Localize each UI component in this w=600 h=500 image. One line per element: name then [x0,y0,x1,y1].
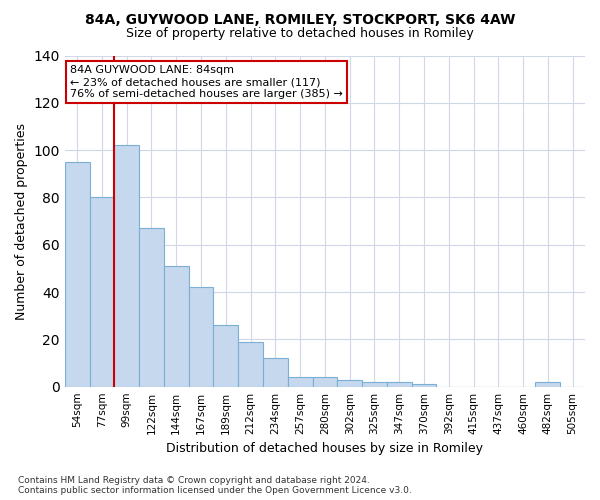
Bar [89,198,115,386]
Bar [263,358,288,386]
Text: Size of property relative to detached houses in Romiley: Size of property relative to detached ho… [126,28,474,40]
Text: Contains HM Land Registry data © Crown copyright and database right 2024.
Contai: Contains HM Land Registry data © Crown c… [18,476,412,495]
Bar [65,162,89,386]
Bar [214,325,238,386]
Bar [288,377,313,386]
Bar [535,382,560,386]
Text: 84A, GUYWOOD LANE, ROMILEY, STOCKPORT, SK6 4AW: 84A, GUYWOOD LANE, ROMILEY, STOCKPORT, S… [85,12,515,26]
Bar [313,377,337,386]
Bar [412,384,436,386]
Bar [238,342,263,386]
Bar [337,380,362,386]
X-axis label: Distribution of detached houses by size in Romiley: Distribution of detached houses by size … [166,442,484,455]
Bar [164,266,188,386]
Bar [387,382,412,386]
Bar [188,288,214,386]
Text: 84A GUYWOOD LANE: 84sqm
← 23% of detached houses are smaller (117)
76% of semi-d: 84A GUYWOOD LANE: 84sqm ← 23% of detache… [70,66,343,98]
Bar [115,146,139,386]
Bar [139,228,164,386]
Y-axis label: Number of detached properties: Number of detached properties [15,122,28,320]
Bar [362,382,387,386]
